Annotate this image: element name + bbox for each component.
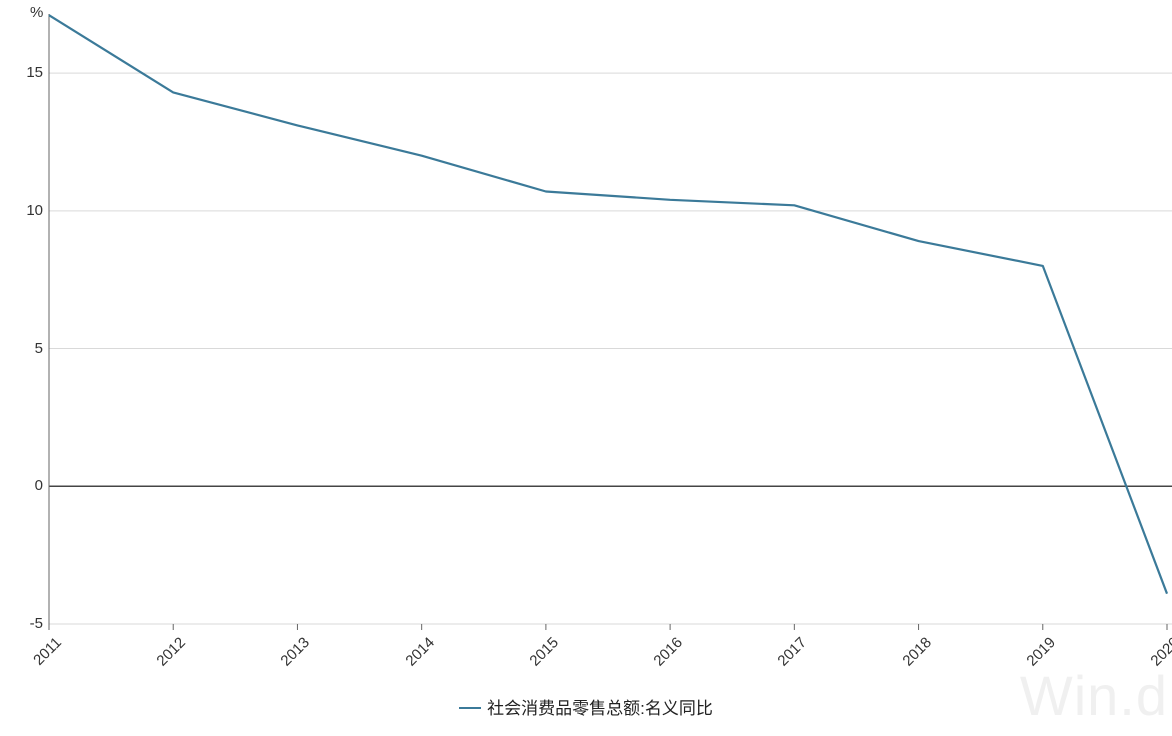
legend-swatch [459,707,481,709]
legend: 社会消费品零售总额:名义同比 [0,694,1172,719]
y-tick-label: 15 [3,64,43,81]
y-tick-label: 5 [3,340,43,357]
chart-svg [0,0,1172,736]
y-axis-unit: % [30,4,43,21]
y-tick-label: -5 [3,615,43,632]
legend-label: 社会消费品零售总额:名义同比 [487,699,713,718]
line-chart: Win.d % -5051015 20112012201320142015201… [0,0,1172,736]
y-tick-label: 0 [3,477,43,494]
y-tick-label: 10 [3,202,43,219]
